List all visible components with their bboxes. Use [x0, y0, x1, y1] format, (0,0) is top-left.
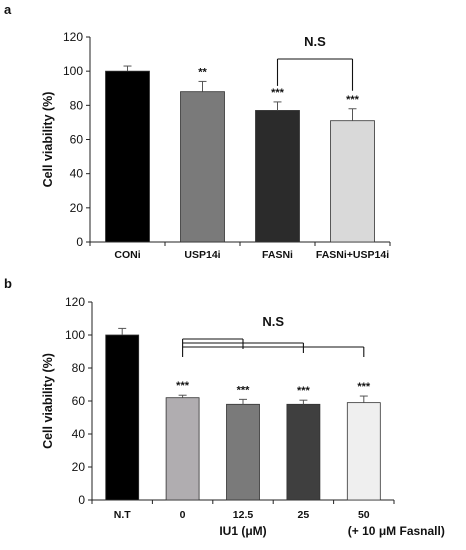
- pb-significance-1: ***: [176, 380, 190, 392]
- pb-y-tick-label: 80: [72, 361, 86, 375]
- pb-category-label-1: 0: [180, 509, 186, 521]
- pa-significance-1: **: [198, 66, 207, 78]
- pb-category-label-3: 25: [298, 509, 310, 521]
- pb-bar-1: [165, 397, 200, 501]
- pb-y-tick-label: 40: [72, 427, 86, 441]
- pb-y-tick-label: 60: [72, 394, 86, 408]
- pa-bar-1: [180, 91, 225, 243]
- pa-y-tick-label: 0: [76, 235, 83, 249]
- pa-bar-2: [255, 110, 300, 243]
- pa-category-label-1: USP14i: [184, 249, 220, 261]
- pb-category-label-2: 12.5: [233, 509, 254, 521]
- pa-y-tick-label: 100: [63, 64, 83, 78]
- pb-significance-2: ***: [237, 384, 251, 396]
- pb-comparison-label: N.S: [262, 314, 284, 329]
- pb-y-tick-label: 100: [65, 328, 85, 342]
- panel-b-label: b: [4, 276, 12, 291]
- panel-a-label: a: [4, 2, 12, 17]
- pb-x-axis-note: (+ 10 μM Fasnall): [348, 524, 445, 538]
- pb-category-label-0: N.T: [114, 509, 132, 521]
- pa-category-label-2: FASNi: [262, 249, 293, 261]
- pa-y-tick-label: 40: [70, 167, 84, 181]
- pa-category-label-3: FASNi+USP14i: [316, 249, 389, 261]
- pa-comparison-label: N.S: [304, 34, 326, 49]
- pb-bar-2: [226, 403, 260, 501]
- pa-bar-0: [105, 70, 150, 243]
- pa-y-tick-label: 80: [70, 98, 84, 112]
- pb-bar-3: [286, 403, 321, 501]
- pa-category-label-0: CONi: [114, 249, 140, 261]
- pa-bar-3: [330, 120, 375, 243]
- pb-significance-4: ***: [357, 381, 371, 393]
- pa-significance-2: ***: [271, 87, 285, 99]
- pb-y-tick-label: 120: [65, 295, 85, 309]
- pb-y-axis-title: Cell viability (%): [41, 353, 55, 449]
- pb-y-tick-label: 0: [78, 493, 85, 507]
- pb-bar-0: [105, 334, 140, 501]
- pa-y-tick-label: 120: [63, 30, 83, 44]
- pb-bar-4: [346, 402, 381, 501]
- pb-significance-3: ***: [297, 385, 311, 397]
- pa-y-tick-label: 60: [70, 133, 84, 147]
- pb-y-tick-label: 20: [72, 460, 86, 474]
- pa-significance-3: ***: [346, 94, 360, 106]
- pb-x-axis-title: IU1 (μM): [219, 524, 266, 538]
- pa-y-tick-label: 20: [70, 201, 84, 215]
- panel-b-chart: 0 20 40 60 80 100 120 Cell viability (%) N.T *** 0…: [41, 295, 445, 538]
- pb-category-label-4: 50: [358, 509, 370, 521]
- panel-a-chart: 0 20 40 60 80 100 120 Cell viability (%) CONi ** U…: [41, 30, 391, 261]
- pa-y-axis-title: Cell viability (%): [41, 92, 55, 188]
